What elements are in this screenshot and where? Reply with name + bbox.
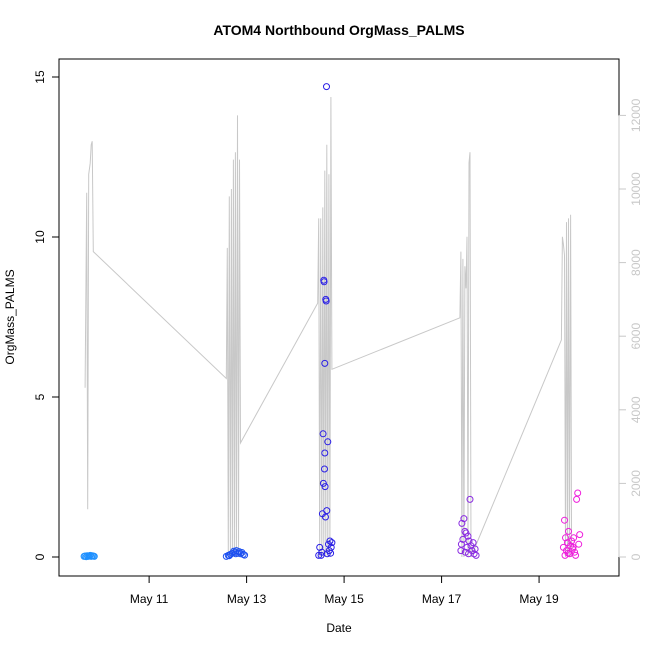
y2-tick-label: 6000 — [629, 323, 643, 350]
y-axis-label: OrgMass_PALMS — [3, 269, 17, 364]
data-point — [321, 483, 329, 491]
y2-tick-label: 4000 — [629, 396, 643, 423]
y2-tick-label: 12000 — [629, 98, 643, 132]
data-point — [326, 537, 334, 545]
data-point — [322, 297, 330, 305]
y2-tick-label: 10000 — [629, 172, 643, 206]
data-point — [565, 527, 572, 535]
data-point — [564, 549, 572, 557]
data-point — [328, 539, 336, 547]
data-point — [561, 516, 568, 524]
y2-tick-label: 2000 — [629, 470, 643, 497]
data-point — [323, 83, 330, 91]
data-point — [322, 513, 329, 521]
data-point — [319, 430, 327, 438]
data-point — [321, 359, 329, 367]
data-point — [323, 507, 331, 515]
data-point — [457, 540, 465, 548]
data-point — [232, 550, 240, 558]
point-layer — [80, 83, 584, 561]
y-tick-label: 10 — [33, 230, 47, 244]
y-tick-label: 15 — [33, 70, 47, 84]
y-tick-label: 0 — [33, 553, 47, 560]
data-point — [572, 551, 580, 559]
data-point — [469, 539, 477, 547]
chart-title: ATOM4 Northbound OrgMass_PALMS — [213, 22, 464, 38]
data-point — [471, 545, 479, 553]
x-tick-label: May 17 — [422, 592, 462, 606]
data-point — [569, 543, 577, 551]
data-point — [241, 551, 249, 559]
data-point — [324, 438, 332, 446]
data-point — [225, 552, 233, 560]
data-point — [460, 515, 468, 523]
data-point — [571, 548, 579, 556]
data-point — [321, 449, 329, 457]
data-point — [574, 489, 582, 497]
x-tick-label: May 11 — [130, 592, 169, 606]
right-axis: 0 2000 4000 6000 8000 10000 12000 — [618, 98, 643, 560]
y2-tick-label: 8000 — [629, 249, 643, 276]
data-point — [570, 534, 578, 542]
data-point — [321, 465, 328, 473]
x-tick-label: May 15 — [324, 592, 364, 606]
x-axis-label: Date — [326, 621, 352, 635]
data-point — [575, 540, 583, 548]
data-point — [237, 550, 244, 558]
data-point — [466, 495, 474, 503]
bottom-axis: May 11 May 13 May 15 May 17 May 19 — [130, 575, 559, 606]
data-point — [576, 531, 584, 539]
left-axis: 0 5 10 15 — [33, 70, 60, 560]
x-tick-label: May 19 — [519, 592, 559, 606]
x-tick-label: May 13 — [227, 592, 267, 606]
y-tick-label: 5 — [33, 393, 47, 400]
data-point — [472, 551, 480, 559]
data-point — [90, 552, 98, 560]
data-point — [461, 527, 469, 535]
data-point — [315, 551, 323, 559]
data-point — [573, 495, 581, 503]
data-point — [320, 278, 328, 286]
y2-tick-label: 0 — [629, 553, 643, 560]
data-point — [327, 549, 335, 557]
data-point — [465, 550, 472, 558]
data-point — [463, 543, 471, 551]
data-point — [464, 532, 472, 540]
